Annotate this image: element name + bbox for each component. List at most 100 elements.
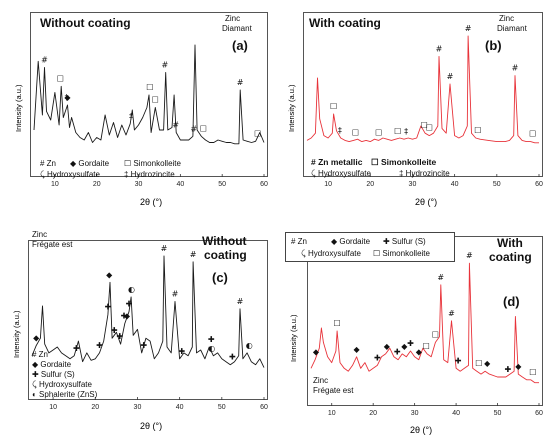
legend-hydrozincite: ‡ Hydrozincite [399, 169, 450, 178]
sample-name-line1: Zinc [32, 230, 48, 239]
peak-marker: ☐ [394, 127, 401, 136]
sample-name-line1: Zinc [499, 14, 515, 23]
peak-marker: ◆ [354, 345, 361, 354]
x-axis-label: 2θ (°) [140, 197, 163, 207]
chart-title-line2: coating [489, 250, 532, 264]
sample-name-line2: Frégate est [313, 386, 354, 395]
x-tick-label: 60 [535, 410, 543, 417]
peak-marker: ✚ [96, 341, 103, 350]
x-tick-label: 10 [328, 410, 336, 417]
sample-name-line1: Zinc [313, 376, 329, 385]
x-tick-label: 10 [49, 404, 57, 411]
peak-marker: ◆ [484, 359, 491, 368]
peak-marker: ☐ [423, 342, 430, 351]
legend-zn: # Zn [291, 237, 308, 246]
chart-svg: 10 20 30 40 50 60####◆◆◆✚ ✚✚✚✚✚✚✚✚✚✚◐◐ ◐ [31, 244, 268, 411]
x-tick-label: 20 [369, 410, 377, 417]
x-tick-label: 50 [218, 404, 226, 411]
peak-marker: # [466, 251, 473, 260]
legend-zn: # Zn [40, 159, 57, 168]
series-line [310, 262, 539, 384]
legend-sulfur: ✚ Sulfur (S) [32, 370, 75, 379]
x-tick-label: 50 [218, 181, 226, 188]
peak-marker: ☐ [432, 330, 439, 339]
peak-marker: ✚ [455, 356, 462, 365]
chart-title-line2: coating [204, 248, 247, 262]
sample-name-line2: Frégate est [32, 240, 73, 249]
peak-marker: ‡ [129, 112, 133, 121]
peak-marker: ✚ [126, 300, 133, 309]
panel-b: 10 20 30 40 50 60 # # # # ☐ ☐ ☐ ☐ ☐ ☐ ☐ ☐ ‡ ‡ With coating … [275, 0, 550, 215]
x-tick-label: 40 [452, 410, 460, 417]
peak-marker: ✚ [73, 344, 80, 353]
legend-gordaite: ◆ Gordaite [331, 237, 371, 246]
peak-marker: ✚ [178, 347, 185, 356]
legend-sulfur: ✚ Sulfur (S) [383, 237, 426, 246]
legend-hydroxysulfate: ⤹ Hydroxysulfate [311, 169, 371, 178]
peak-marker: ☐ [200, 124, 207, 133]
x-tick-label: 20 [91, 404, 99, 411]
plot-frame [28, 240, 268, 400]
chart-svg: 10 20 30 40 50 60###☐☐☐☐☐◆ ◆ ◆ ◆◆◆ ◆✚✚✚✚✚ [310, 251, 543, 417]
x-tick-label: 10 [51, 181, 59, 188]
peak-marker: ‡ [404, 127, 408, 136]
peak-marker: ✚ [374, 353, 381, 362]
x-tick-label: 10 [324, 181, 332, 188]
peak-marker: ◆ [106, 270, 113, 279]
peak-marker: ◆ [515, 362, 522, 371]
peak-marker: ◐ [246, 341, 253, 350]
legend-hydroxysulfate-label: Hydroxysulfate [39, 380, 92, 389]
y-axis-label: Intensity (a.u.) [287, 84, 296, 132]
peak-marker: ☐ [254, 129, 261, 138]
x-tick-label: 60 [535, 181, 543, 188]
peak-marker: ✚ [111, 326, 118, 335]
plot-frame [303, 12, 543, 177]
peak-marker: ☐ [426, 124, 433, 133]
panel-d: 10 20 30 40 50 60 # # # ☐ ☐ ☐ ☐ ☐ ◆ ◆ ◆ ◆ ◆ ◆ ◆ ✚ ✚ ✚ ✚ ✚ # Zn ◆ … [275, 222, 550, 440]
series-line [33, 44, 265, 145]
peak-marker: ✚ [121, 312, 128, 321]
legend-simonkolleite: ☐ Simonkolleite [124, 159, 181, 168]
panel-a: 10 20 30 40 50 60 # # # # # ☐ ☐ ☐ ☐ ☐ ◆ ‡ ‡ Without coatin… [0, 0, 275, 215]
chart-title-line1: With [497, 236, 523, 250]
x-tick-label: 40 [176, 404, 184, 411]
peak-marker: ✚ [394, 348, 401, 357]
legend-gordaite: ◆ Gordaite [32, 360, 72, 369]
panel-c: 10 20 30 40 50 60 # # # # ◆ ◆ ◆ ✚ ✚ ✚ ✚ ✚ ✚ ✚ ✚ ✚ ✚ ✚ ◐ ◐ ◐ Zinc F… [0, 222, 275, 440]
peak-marker: # [172, 121, 179, 130]
panel-label: (b) [485, 38, 502, 53]
peak-marker: ✚ [229, 353, 236, 362]
plot-frame [30, 12, 268, 177]
legend-hydroxysulfate-label: Hydroxysulfate [47, 170, 100, 179]
sample-name-line1: Zinc [225, 14, 241, 23]
x-tick-label: 50 [493, 181, 501, 188]
x-tick-label: 20 [366, 181, 374, 188]
peak-marker: ☐ [146, 83, 153, 92]
peak-marker: ☐ [529, 368, 536, 377]
peak-marker: ◆ [401, 342, 408, 351]
peak-marker: ☐ [474, 126, 481, 135]
legend-hydroxysulfate-label: Hydroxysulfate [308, 249, 361, 258]
peak-marker: ☐ [334, 319, 341, 328]
x-tick-label: 40 [451, 181, 459, 188]
x-axis-label: 2θ (°) [410, 425, 433, 435]
peak-marker: ✚ [208, 335, 215, 344]
peak-marker: ☐ [421, 121, 428, 130]
x-axis-label: 2θ (°) [415, 197, 438, 207]
y-axis-label: Intensity (a.u.) [289, 314, 298, 362]
legend-hydroxysulfate: ⤹ Hydroxysulfate [40, 170, 100, 179]
plot-frame [307, 236, 543, 406]
x-tick-label: 60 [260, 181, 268, 188]
peak-marker: ☐ [330, 102, 337, 111]
peak-marker: # [465, 24, 472, 33]
peak-marker: ☐ [375, 128, 382, 137]
peak-marker: ✚ [505, 365, 512, 374]
peak-marker: ‡ [338, 126, 342, 135]
sample-name-line2: Diamant [222, 24, 252, 33]
legend-zn: # Zn [32, 350, 49, 359]
legend-hydroxysulfate: ⤹ Hydroxysulfate [301, 249, 361, 258]
peak-marker: ◆ [64, 93, 71, 102]
peak-marker: # [161, 244, 168, 253]
peak-marker: ☐ [57, 74, 64, 83]
peak-marker: ◆ [416, 348, 423, 357]
